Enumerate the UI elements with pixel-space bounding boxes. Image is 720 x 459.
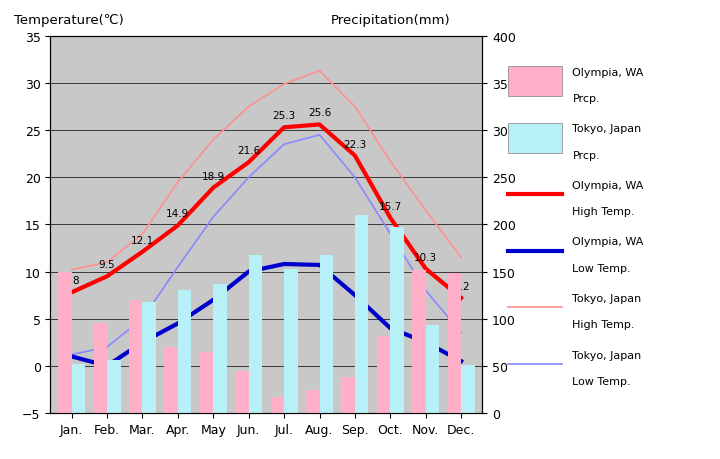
Bar [355, 215, 369, 413]
Bar [248, 255, 262, 413]
Bar [164, 347, 178, 413]
Text: Prcp.: Prcp. [572, 150, 600, 160]
Text: Olympia, WA: Olympia, WA [572, 180, 644, 190]
Bar [461, 365, 474, 413]
Bar [143, 302, 156, 413]
Bar [341, 377, 355, 413]
FancyBboxPatch shape [508, 67, 562, 97]
Bar [413, 270, 426, 413]
Bar [94, 324, 107, 413]
Text: High Temp.: High Temp. [572, 319, 635, 330]
Text: Tokyo, Japan: Tokyo, Japan [572, 124, 642, 134]
Bar [426, 325, 439, 413]
Text: 9.5: 9.5 [99, 260, 115, 270]
Text: 22.3: 22.3 [343, 140, 366, 149]
Text: 25.3: 25.3 [272, 111, 296, 121]
Bar [58, 272, 72, 413]
Text: 12.1: 12.1 [131, 235, 154, 245]
Text: 14.9: 14.9 [166, 209, 189, 219]
Bar [377, 336, 390, 413]
Bar [72, 364, 85, 413]
Text: Low Temp.: Low Temp. [572, 263, 631, 273]
Bar [320, 255, 333, 413]
FancyBboxPatch shape [508, 123, 562, 153]
Text: 10.3: 10.3 [414, 252, 437, 262]
Bar [200, 352, 213, 413]
Bar [390, 228, 404, 413]
Bar [178, 291, 192, 413]
Text: 7.8: 7.8 [63, 276, 80, 286]
Text: 18.9: 18.9 [202, 171, 225, 181]
Text: Temperature(℃): Temperature(℃) [14, 14, 124, 27]
Text: Tokyo, Japan: Tokyo, Japan [572, 293, 642, 303]
Text: Olympia, WA: Olympia, WA [572, 237, 644, 247]
Bar [448, 274, 461, 413]
Text: Olympia, WA: Olympia, WA [572, 67, 644, 78]
Text: High Temp.: High Temp. [572, 207, 635, 217]
Bar [129, 300, 143, 413]
Bar [213, 284, 227, 413]
Bar [284, 269, 297, 413]
Text: 7.2: 7.2 [453, 281, 469, 291]
Text: Precipitation(mm): Precipitation(mm) [331, 14, 451, 27]
Text: Tokyo, Japan: Tokyo, Japan [572, 350, 642, 360]
Text: 15.7: 15.7 [379, 202, 402, 212]
Text: Prcp.: Prcp. [572, 94, 600, 104]
Bar [271, 397, 284, 413]
Text: 25.6: 25.6 [308, 108, 331, 118]
Bar [107, 360, 120, 413]
Bar [306, 391, 320, 413]
Bar [235, 371, 248, 413]
Text: 21.6: 21.6 [237, 146, 261, 156]
Text: Low Temp.: Low Temp. [572, 376, 631, 386]
